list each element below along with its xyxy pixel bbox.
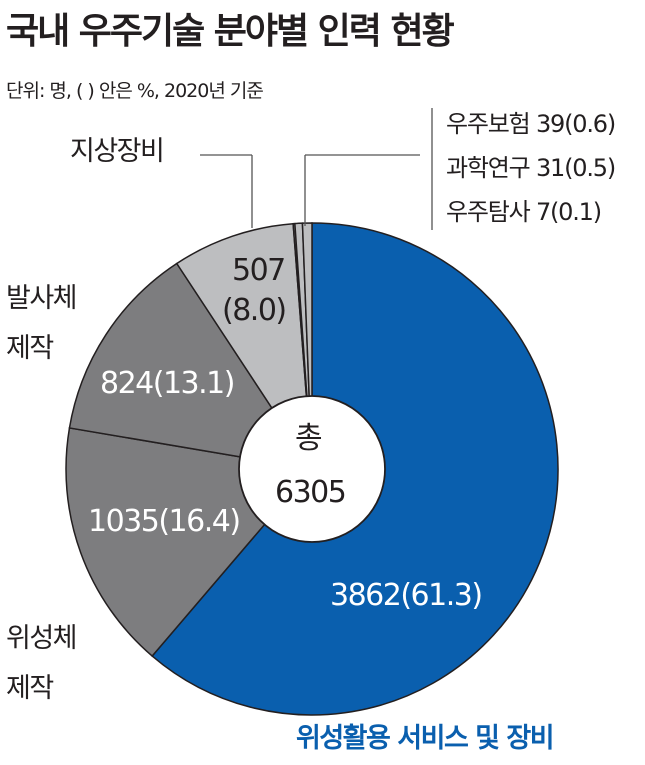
unit-note: 단위: 명, ( ) 안은 %, 2020년 기준 xyxy=(6,80,264,102)
value-label-satellite: 1035(16.4) xyxy=(88,504,241,539)
category-label-ground: 지상장비 xyxy=(70,136,165,167)
category-label-satellite-1: 위성체 xyxy=(6,623,78,654)
value-label-satellite-service: 3862(61.3) xyxy=(330,578,483,613)
category-label-launcher-1: 발사체 xyxy=(6,283,78,314)
center-hole xyxy=(238,395,386,543)
chart-title: 국내 우주기술 분야별 인력 현황 xyxy=(6,11,455,52)
category-label-satellite-service: 위성활용 서비스 및 장비 xyxy=(296,723,555,754)
minor-label-research: 과학연구 31(0.5) xyxy=(446,154,616,182)
center-label: 총 xyxy=(295,421,323,456)
value-label-ground-2: (8.0) xyxy=(222,293,287,328)
category-label-satellite-2: 제작 xyxy=(6,673,54,704)
value-label-launcher: 824(13.1) xyxy=(100,366,235,401)
center-total: 6305 xyxy=(275,475,347,510)
category-label-launcher-2: 제작 xyxy=(6,333,54,364)
value-label-ground-1: 507 xyxy=(232,253,286,288)
minor-label-insurance: 우주보험 39(0.6) xyxy=(446,110,616,138)
minor-label-exploration: 우주탐사 7(0.1) xyxy=(446,198,602,226)
pie-slice-2 xyxy=(68,262,314,471)
